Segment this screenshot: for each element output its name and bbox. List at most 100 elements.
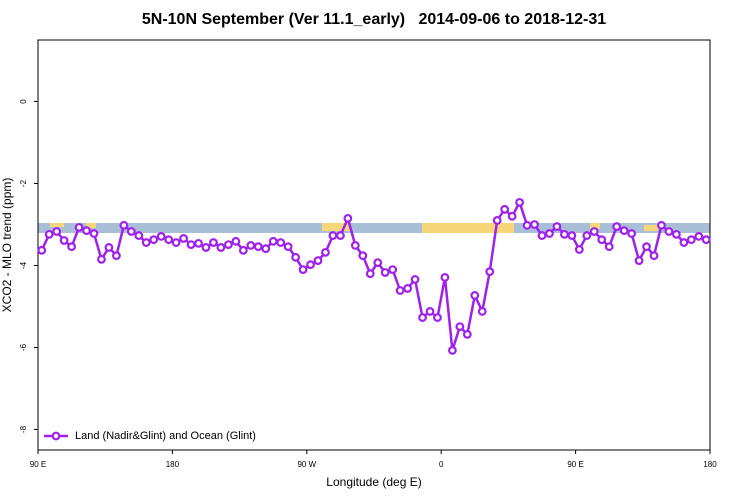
data-point — [313, 256, 323, 265]
data-point — [52, 227, 62, 236]
data-point — [134, 231, 144, 240]
data-point — [604, 242, 614, 252]
data-point — [37, 245, 47, 255]
data-point — [231, 236, 241, 246]
data-point — [365, 269, 375, 279]
data-point — [89, 229, 99, 238]
data-point — [321, 247, 330, 257]
data-point — [67, 242, 76, 252]
data-point — [679, 238, 689, 247]
data-point — [283, 242, 293, 252]
data-point — [425, 307, 435, 316]
data-point — [171, 238, 181, 247]
data-point — [201, 243, 211, 252]
data-point — [111, 251, 121, 261]
data-point — [104, 243, 114, 252]
data-point — [589, 227, 599, 236]
data-point — [410, 275, 420, 284]
data-point — [567, 231, 577, 240]
land-patch — [590, 223, 600, 229]
data-point — [433, 313, 442, 322]
data-point — [515, 197, 524, 207]
data-point — [657, 220, 666, 230]
data-point — [507, 211, 517, 221]
data-point — [560, 229, 569, 239]
data-point — [209, 238, 218, 247]
data-point — [612, 222, 622, 231]
data-point — [500, 204, 510, 214]
data-point — [634, 256, 644, 265]
data-point — [223, 240, 233, 249]
plot-frame — [37, 39, 711, 451]
data-point — [59, 236, 69, 245]
data-point — [97, 254, 106, 264]
data-point — [448, 345, 457, 355]
data-point — [306, 260, 315, 270]
data-point — [350, 241, 360, 250]
y-tick-label: -8 — [19, 425, 28, 433]
legend-label: Land (Nadir&Glint) and Ocean (Glint) — [75, 430, 256, 442]
x-tick-label: 90 W — [297, 460, 316, 469]
ocean-band — [38, 223, 710, 233]
y-tick-label: 0 — [19, 99, 28, 104]
data-point — [597, 235, 607, 245]
data-point — [156, 231, 166, 241]
data-point — [462, 329, 472, 339]
data-point — [186, 240, 196, 249]
data-point — [530, 220, 539, 229]
data-point — [470, 291, 480, 300]
data-point — [380, 268, 390, 277]
data-point — [268, 236, 278, 246]
y-axis-label: XCO2 - MLO trend (ppm) — [0, 178, 14, 313]
data-point — [291, 252, 301, 262]
data-point — [336, 231, 345, 240]
data-point — [664, 227, 674, 236]
data-point — [694, 231, 704, 241]
land-patch — [322, 223, 350, 231]
data-point — [343, 213, 353, 223]
data-point — [126, 227, 136, 236]
data-point — [373, 258, 383, 268]
data-point — [149, 235, 159, 245]
land-patch — [86, 223, 96, 228]
y-tick-label: -4 — [19, 261, 28, 269]
data-point — [686, 235, 696, 245]
data-point — [403, 284, 413, 293]
data-point — [574, 245, 584, 254]
chart-title: 5N-10N September (Ver 11.1_early) 2014-0… — [142, 11, 606, 28]
data-point — [238, 245, 248, 255]
data-point — [44, 229, 54, 239]
data-point — [522, 220, 532, 230]
data-point — [627, 229, 636, 238]
data-point — [253, 242, 263, 252]
data-point — [164, 235, 174, 245]
x-tick-label: 90 E — [567, 460, 583, 469]
data-point — [701, 235, 711, 245]
data-point — [395, 286, 405, 295]
data-point — [261, 244, 271, 254]
land-patch — [422, 223, 514, 233]
data-point — [358, 251, 368, 261]
data-point — [545, 229, 554, 238]
data-point — [649, 251, 659, 261]
x-tick-label: 180 — [703, 460, 717, 469]
x-axis-label: Longitude (deg E) — [326, 475, 421, 489]
data-point — [179, 234, 189, 243]
data-point — [119, 220, 129, 230]
land-patch — [644, 225, 658, 231]
data-point — [440, 272, 450, 282]
land-patch — [50, 223, 64, 227]
data-point — [216, 243, 226, 252]
data-point — [418, 313, 427, 322]
data-point — [582, 231, 592, 240]
data-point — [619, 226, 629, 236]
legend-marker — [51, 431, 61, 441]
y-tick-label: -2 — [19, 179, 28, 187]
data-point — [388, 265, 398, 275]
map-band — [38, 223, 710, 233]
data-point — [74, 222, 84, 232]
data-point — [492, 215, 502, 225]
data-point — [328, 231, 338, 240]
data-point — [642, 242, 651, 252]
